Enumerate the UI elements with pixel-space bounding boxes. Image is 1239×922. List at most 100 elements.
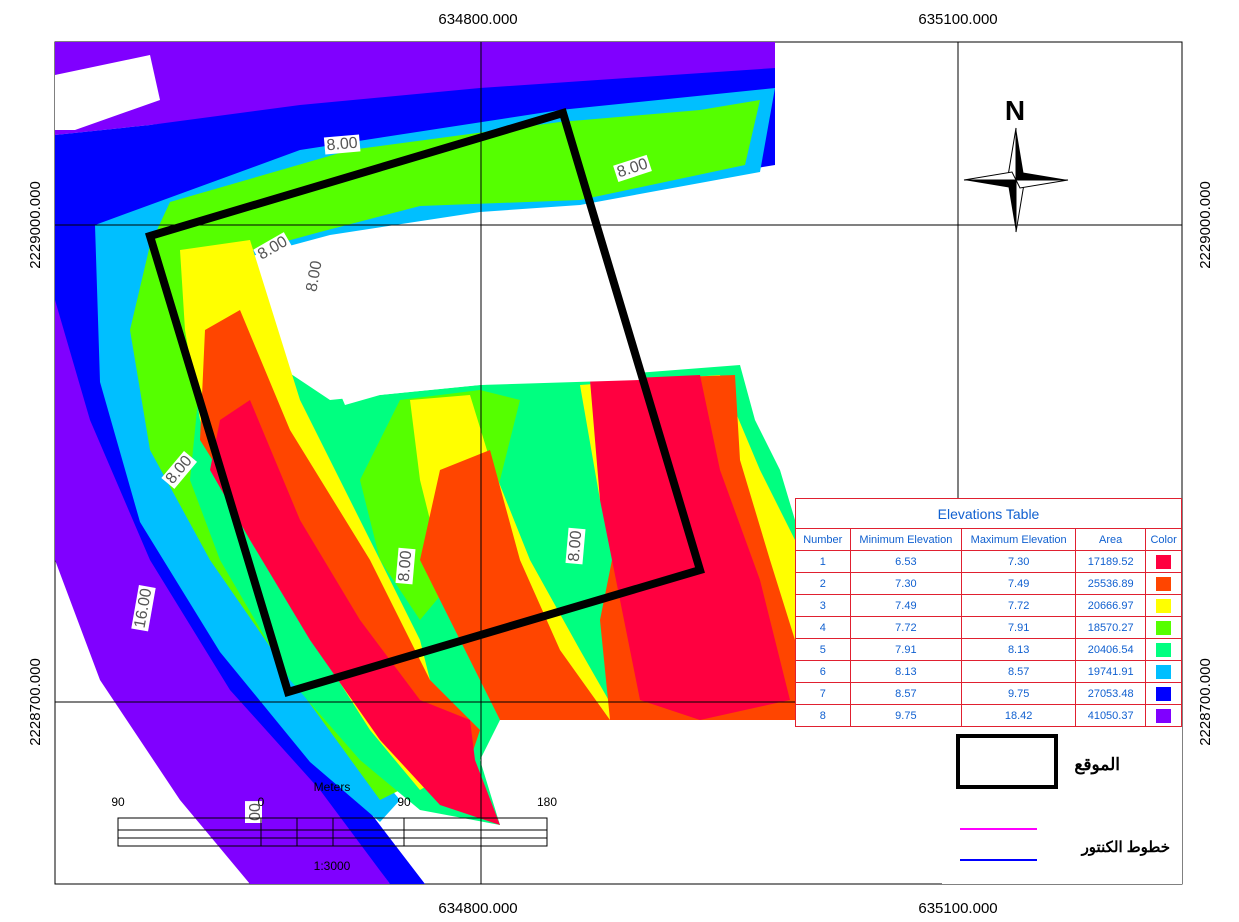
table-cell: 20406.54 xyxy=(1075,638,1147,661)
table-cell: 5 xyxy=(795,638,851,661)
contour-label-bg xyxy=(131,585,156,632)
table-cell: 7.49 xyxy=(849,594,963,617)
scale-tick: 0 xyxy=(258,795,265,809)
coord-label: 634800.000 xyxy=(438,900,517,917)
table-cell: 7.30 xyxy=(849,572,963,595)
coord-label: 634800.000 xyxy=(438,11,517,28)
scale-unit: Meters xyxy=(314,780,351,794)
table-cell: 7.49 xyxy=(961,572,1077,595)
legend-site-symbol xyxy=(956,734,1058,789)
color-swatch xyxy=(1156,642,1172,657)
contour-label-group: 8.00 xyxy=(565,527,586,565)
contour-label-group: 8.00 xyxy=(323,134,361,155)
color-swatch xyxy=(1156,620,1172,635)
contour-label-bg xyxy=(565,527,586,565)
table-header: Maximum Elevation xyxy=(961,528,1077,551)
table-cell xyxy=(1145,616,1182,639)
coord-label: 635100.000 xyxy=(918,11,997,28)
table-cell: 1 xyxy=(795,550,851,573)
scale-tick: 90 xyxy=(111,795,125,809)
table-cell: 7 xyxy=(795,682,851,705)
contour-label-group: 8.00 xyxy=(303,257,326,296)
scale-tick: 90 xyxy=(397,795,411,809)
coord-label: 2228700.000 xyxy=(1197,658,1214,746)
contour-label-bg xyxy=(161,450,198,489)
site-boundary xyxy=(145,108,705,697)
zone-2 xyxy=(200,310,480,760)
scale-ratio: 1:3000 xyxy=(314,859,351,873)
color-swatch xyxy=(1156,686,1172,701)
contour-label: 00 xyxy=(245,803,262,821)
table-cell: 8.57 xyxy=(961,660,1077,683)
table-cell: 17189.52 xyxy=(1075,550,1147,573)
table-header: Number xyxy=(795,528,851,551)
scale-bar xyxy=(117,817,548,847)
zone-8 xyxy=(55,280,390,884)
contour-label: 8.00 xyxy=(396,550,416,583)
north-arrow: N xyxy=(963,95,1069,233)
contour-label: 8.00 xyxy=(303,259,325,293)
table-cell: 8.13 xyxy=(961,638,1077,661)
north-label: N xyxy=(1005,95,1025,126)
contour-label-bg xyxy=(323,134,361,155)
table-cell: 8.57 xyxy=(849,682,963,705)
table-cell: 19741.91 xyxy=(1075,660,1147,683)
color-swatch xyxy=(1156,554,1172,569)
table-cell: 3 xyxy=(795,594,851,617)
table-cell: 6.53 xyxy=(849,550,963,573)
contour-label-bg xyxy=(613,154,652,182)
color-swatch xyxy=(1156,664,1172,679)
color-swatch xyxy=(1156,598,1172,613)
elevations-table: Elevations Table Number Minimum Elevation… xyxy=(795,498,1182,727)
table-cell: 7.91 xyxy=(849,638,963,661)
contour-label-group: 8.00 xyxy=(395,547,416,585)
legend-label: خطوط الكنتور xyxy=(1081,839,1170,856)
table-cell: 27053.48 xyxy=(1075,682,1147,705)
table-header: Minimum Elevation xyxy=(849,528,963,551)
table-cell: 9.75 xyxy=(849,704,963,727)
table-cell: 4 xyxy=(795,616,851,639)
table-cell: 7.72 xyxy=(849,616,963,639)
contour-label-bg xyxy=(253,232,293,265)
color-swatch xyxy=(1156,708,1172,723)
table-cell xyxy=(1145,638,1182,661)
coord-label: 2229000.000 xyxy=(27,181,44,269)
zone-2 xyxy=(420,450,610,720)
coord-label: 2229000.000 xyxy=(1197,181,1214,269)
table-cell xyxy=(1145,572,1182,595)
color-swatch xyxy=(1156,576,1172,591)
contour-label-bg xyxy=(395,547,416,585)
zone-8 xyxy=(55,42,775,135)
zone-1 xyxy=(210,400,500,825)
table-cell xyxy=(1145,594,1182,617)
table-cell: 8 xyxy=(795,704,851,727)
table-cell xyxy=(1145,660,1182,683)
contour-label-group: 16.00 xyxy=(131,585,156,632)
contour-label: 8.00 xyxy=(566,530,586,563)
table-header: Area xyxy=(1075,528,1147,551)
table-cell: 2 xyxy=(795,572,851,595)
table-cell: 8.13 xyxy=(849,660,963,683)
legend-label: الموقع xyxy=(1074,755,1120,775)
table-header: Color xyxy=(1145,528,1182,551)
table-cell: 7.91 xyxy=(961,616,1077,639)
table-cell: 9.75 xyxy=(961,682,1077,705)
legend xyxy=(942,720,1182,884)
table-cell: 20666.97 xyxy=(1075,594,1147,617)
contour-label: 16.00 xyxy=(132,587,156,629)
table-title: Elevations Table xyxy=(795,498,1182,529)
table-cell: 18570.27 xyxy=(1075,616,1147,639)
table-cell xyxy=(1145,704,1182,727)
contour-label: 8.00 xyxy=(326,135,359,155)
zone-7 xyxy=(55,68,775,884)
table-cell: 6 xyxy=(795,660,851,683)
table-cell: 7.72 xyxy=(961,594,1077,617)
table-cell: 25536.89 xyxy=(1075,572,1147,595)
coord-label: 2228700.000 xyxy=(27,658,44,746)
blank xyxy=(55,55,160,130)
table-cell: 41050.37 xyxy=(1075,704,1147,727)
table-cell: 7.30 xyxy=(961,550,1077,573)
